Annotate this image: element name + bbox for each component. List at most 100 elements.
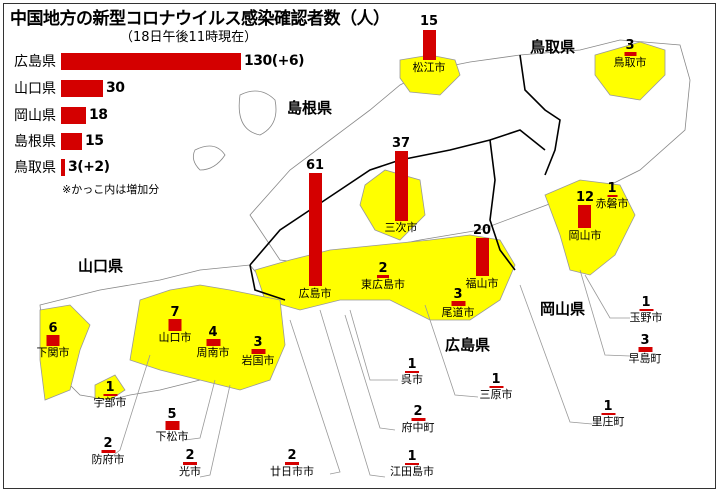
leader-line [319, 309, 386, 478]
city-shimonoseki: 6 下関市 [37, 322, 70, 359]
city-hikari: 2 光市 [179, 449, 201, 478]
legend-pref: 広島県 [14, 54, 56, 70]
leader-line [184, 379, 216, 441]
city-shunan: 4 周南市 [197, 326, 230, 359]
legend-value: 130(+6) [244, 53, 305, 69]
legend-bar [61, 158, 65, 176]
city-name: 周南市 [196, 346, 230, 359]
city-count: 37 [391, 136, 411, 151]
city-name: 広島市 [298, 287, 332, 300]
area-miyoshi [359, 169, 426, 241]
legend-bar [61, 79, 103, 97]
city-okayama: 12 岡山市 [569, 191, 602, 242]
city-name: 三原市 [479, 388, 513, 401]
legend-row-tottori: 鳥取県 3(+2) [14, 157, 110, 177]
city-kudamatsu: 5 下松市 [156, 408, 189, 443]
legend-value: 15 [85, 133, 104, 149]
area-yamaguchi-east [129, 284, 286, 391]
city-name: 三次市 [384, 221, 418, 234]
pref-border-yamaguchi-hiroshima [249, 264, 286, 301]
legend-pref: 島根県 [14, 134, 56, 150]
city-count: 3 [253, 335, 263, 350]
legend-bar [61, 132, 82, 150]
city-count: 1 [407, 449, 417, 464]
city-count: 2 [413, 404, 423, 419]
city-name: 下関市 [36, 346, 70, 359]
legend-row-yamaguchi: 山口県 30 [14, 78, 125, 98]
city-name: 福山市 [465, 277, 499, 290]
city-count: 1 [105, 380, 115, 395]
legend-value: 3(+2) [68, 159, 110, 175]
city-name: 宇部市 [93, 396, 127, 409]
pref-label-yamaguchi: 山口県 [78, 257, 124, 275]
city-ube: 1 宇部市 [94, 381, 127, 409]
leader-line [344, 314, 396, 431]
city-name: 赤磐市 [595, 197, 629, 210]
city-count: 3 [625, 38, 635, 53]
city-count: 2 [103, 436, 113, 451]
city-count: 61 [305, 158, 325, 173]
city-name: 早島町 [628, 352, 662, 365]
city-name: 山口市 [158, 331, 192, 344]
pref-border-shimane-hiroshima [249, 129, 546, 266]
map-title: 中国地方の新型コロナウイルス感染確認者数（人） [10, 9, 390, 29]
city-miyoshi: 37 三次市 [385, 137, 418, 234]
legend-row-hiroshima: 広島県 130(+6) [14, 51, 305, 71]
bar-hiroshima [309, 173, 322, 286]
legend-row-okayama: 岡山県 18 [14, 105, 108, 125]
city-count: 2 [287, 448, 297, 463]
city-tamano: 1 玉野市 [630, 296, 663, 324]
area-tottori [594, 41, 666, 101]
pref-label-hiroshima: 広島県 [445, 336, 491, 354]
city-count: 2 [378, 261, 388, 276]
city-count: 6 [48, 321, 58, 336]
city-hayashima: 3 早島町 [629, 334, 662, 365]
leader-line [289, 319, 341, 475]
city-count: 5 [167, 407, 177, 422]
pref-label-tottori: 鳥取県 [530, 38, 576, 56]
legend-pref: 鳥取県 [14, 160, 56, 176]
city-hatsukaichi: 2 廿日市市 [270, 449, 314, 478]
city-yamaguchi: 7 山口市 [159, 306, 192, 344]
city-count: 3 [640, 333, 650, 348]
city-count: 2 [185, 448, 195, 463]
pref-label-shimane: 島根県 [287, 99, 333, 117]
island-oki [238, 90, 277, 136]
city-name: 尾道市 [441, 306, 475, 319]
city-name: 江田島市 [390, 465, 434, 478]
city-fukuyama: 20 福山市 [466, 224, 499, 290]
city-name: 松江市 [412, 61, 446, 74]
island-oki-small [192, 145, 226, 171]
city-count: 20 [472, 223, 492, 238]
city-onomichi: 3 尾道市 [442, 288, 475, 319]
city-name: 岩国市 [241, 354, 275, 367]
city-count: 1 [607, 181, 617, 196]
city-name: 光市 [179, 465, 201, 478]
city-name: 岡山市 [568, 229, 602, 242]
city-name: 鳥取市 [613, 56, 647, 69]
legend-row-shimane: 島根県 15 [14, 131, 104, 151]
pref-border-shimane-tottori [519, 54, 561, 176]
pref-border-hiroshima-okayama [489, 139, 516, 271]
legend-value: 30 [106, 80, 125, 96]
city-count: 3 [453, 287, 463, 302]
bar-matsue [423, 30, 436, 60]
leader-line [424, 304, 479, 398]
area-shimonoseki [39, 304, 91, 401]
city-count: 15 [419, 14, 439, 29]
city-matsue: 15 松江市 [413, 15, 446, 74]
city-akaiwa: 1 赤磐市 [596, 182, 629, 210]
legend-pref: 山口県 [14, 81, 56, 97]
leader-line [519, 284, 593, 425]
city-name: 下松市 [155, 430, 189, 443]
city-name: 廿日市市 [270, 465, 314, 478]
city-etajima: 1 江田島市 [390, 450, 434, 478]
city-count: 4 [208, 325, 218, 340]
city-fuchu: 2 府中町 [402, 405, 435, 434]
city-name: 玉野市 [629, 311, 663, 324]
city-name: 東広島市 [361, 278, 405, 291]
city-count: 1 [491, 372, 501, 387]
legend-bar [61, 52, 241, 70]
leader-line [579, 269, 631, 357]
